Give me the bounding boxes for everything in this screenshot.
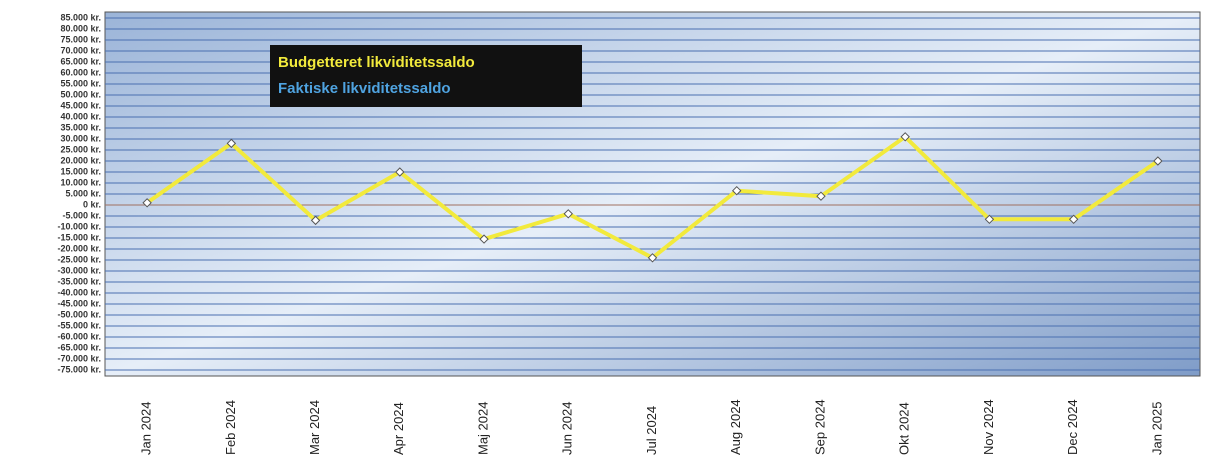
legend-label: Budgetteret likviditetssaldo bbox=[278, 54, 475, 71]
y-tick-label: 45.000 kr. bbox=[60, 100, 101, 110]
y-tick-label: -35.000 kr. bbox=[57, 276, 101, 286]
x-tick-label: Apr 2024 bbox=[391, 402, 406, 455]
x-tick-label: Jan 2024 bbox=[139, 402, 154, 456]
y-tick-label: -15.000 kr. bbox=[57, 232, 101, 242]
point-marker bbox=[563, 209, 573, 219]
point-marker bbox=[142, 198, 152, 208]
x-tick-label: Jul 2024 bbox=[644, 406, 659, 455]
x-tick-label: Nov 2024 bbox=[981, 399, 996, 455]
y-tick-label: -60.000 kr. bbox=[57, 331, 101, 341]
y-tick-label: 15.000 kr. bbox=[60, 166, 101, 176]
y-tick-label: -5.000 kr. bbox=[62, 210, 101, 220]
x-tick-label: Feb 2024 bbox=[223, 400, 238, 455]
y-tick-label: 85.000 kr. bbox=[60, 12, 101, 22]
point-marker bbox=[1068, 214, 1079, 225]
point-marker bbox=[395, 167, 405, 177]
x-tick-label: Sep 2024 bbox=[812, 399, 827, 455]
x-tick-label: Okt 2024 bbox=[897, 402, 912, 455]
point-marker bbox=[900, 132, 910, 142]
point-marker bbox=[647, 253, 658, 263]
x-tick-label: Aug 2024 bbox=[728, 399, 743, 455]
y-tick-label: -70.000 kr. bbox=[57, 353, 101, 363]
y-tick-label: 70.000 kr. bbox=[60, 45, 101, 55]
y-tick-label: -30.000 kr. bbox=[57, 265, 101, 275]
y-tick-label: -10.000 kr. bbox=[57, 221, 101, 231]
y-tick-label: 25.000 kr. bbox=[60, 144, 101, 154]
y-tick-label: 20.000 kr. bbox=[60, 155, 101, 165]
x-tick-label: Jun 2024 bbox=[560, 402, 575, 456]
y-tick-label: 55.000 kr. bbox=[60, 78, 101, 88]
y-tick-label: -20.000 kr. bbox=[57, 243, 101, 253]
point-marker bbox=[732, 185, 742, 196]
y-tick-label: 10.000 kr. bbox=[60, 177, 101, 187]
point-marker bbox=[479, 234, 489, 244]
y-tick-label: 30.000 kr. bbox=[60, 133, 101, 143]
point-marker bbox=[310, 215, 321, 226]
y-tick-label: 0 kr. bbox=[83, 199, 101, 209]
legend-label: Faktiske likviditetssaldo bbox=[278, 80, 451, 97]
point-marker bbox=[816, 191, 826, 201]
point-marker bbox=[984, 214, 995, 225]
y-tick-label: 60.000 kr. bbox=[60, 67, 101, 77]
y-tick-label: 5.000 kr. bbox=[65, 188, 101, 198]
y-tick-label: 50.000 kr. bbox=[60, 89, 101, 99]
y-tick-label: -55.000 kr. bbox=[57, 320, 101, 330]
point-marker bbox=[226, 138, 237, 149]
y-tick-label: -75.000 kr. bbox=[57, 364, 101, 374]
legend-box bbox=[270, 45, 582, 107]
x-tick-label: Maj 2024 bbox=[475, 402, 490, 455]
y-tick-label: -50.000 kr. bbox=[57, 309, 101, 319]
y-tick-label: 40.000 kr. bbox=[60, 111, 101, 121]
y-tick-label: -65.000 kr. bbox=[57, 342, 101, 352]
y-tick-label: -40.000 kr. bbox=[57, 287, 101, 297]
point-marker bbox=[1153, 156, 1163, 166]
x-tick-label: Dec 2024 bbox=[1065, 399, 1080, 455]
y-tick-label: 80.000 kr. bbox=[60, 23, 101, 33]
x-tick-label: Jan 2025 bbox=[1149, 402, 1164, 456]
y-tick-label: -45.000 kr. bbox=[57, 298, 101, 308]
y-tick-label: -25.000 kr. bbox=[57, 254, 101, 264]
y-tick-label: 65.000 kr. bbox=[60, 56, 101, 66]
y-tick-label: 35.000 kr. bbox=[60, 122, 101, 132]
y-tick-label: 75.000 kr. bbox=[60, 34, 101, 44]
x-tick-label: Mar 2024 bbox=[307, 400, 322, 455]
